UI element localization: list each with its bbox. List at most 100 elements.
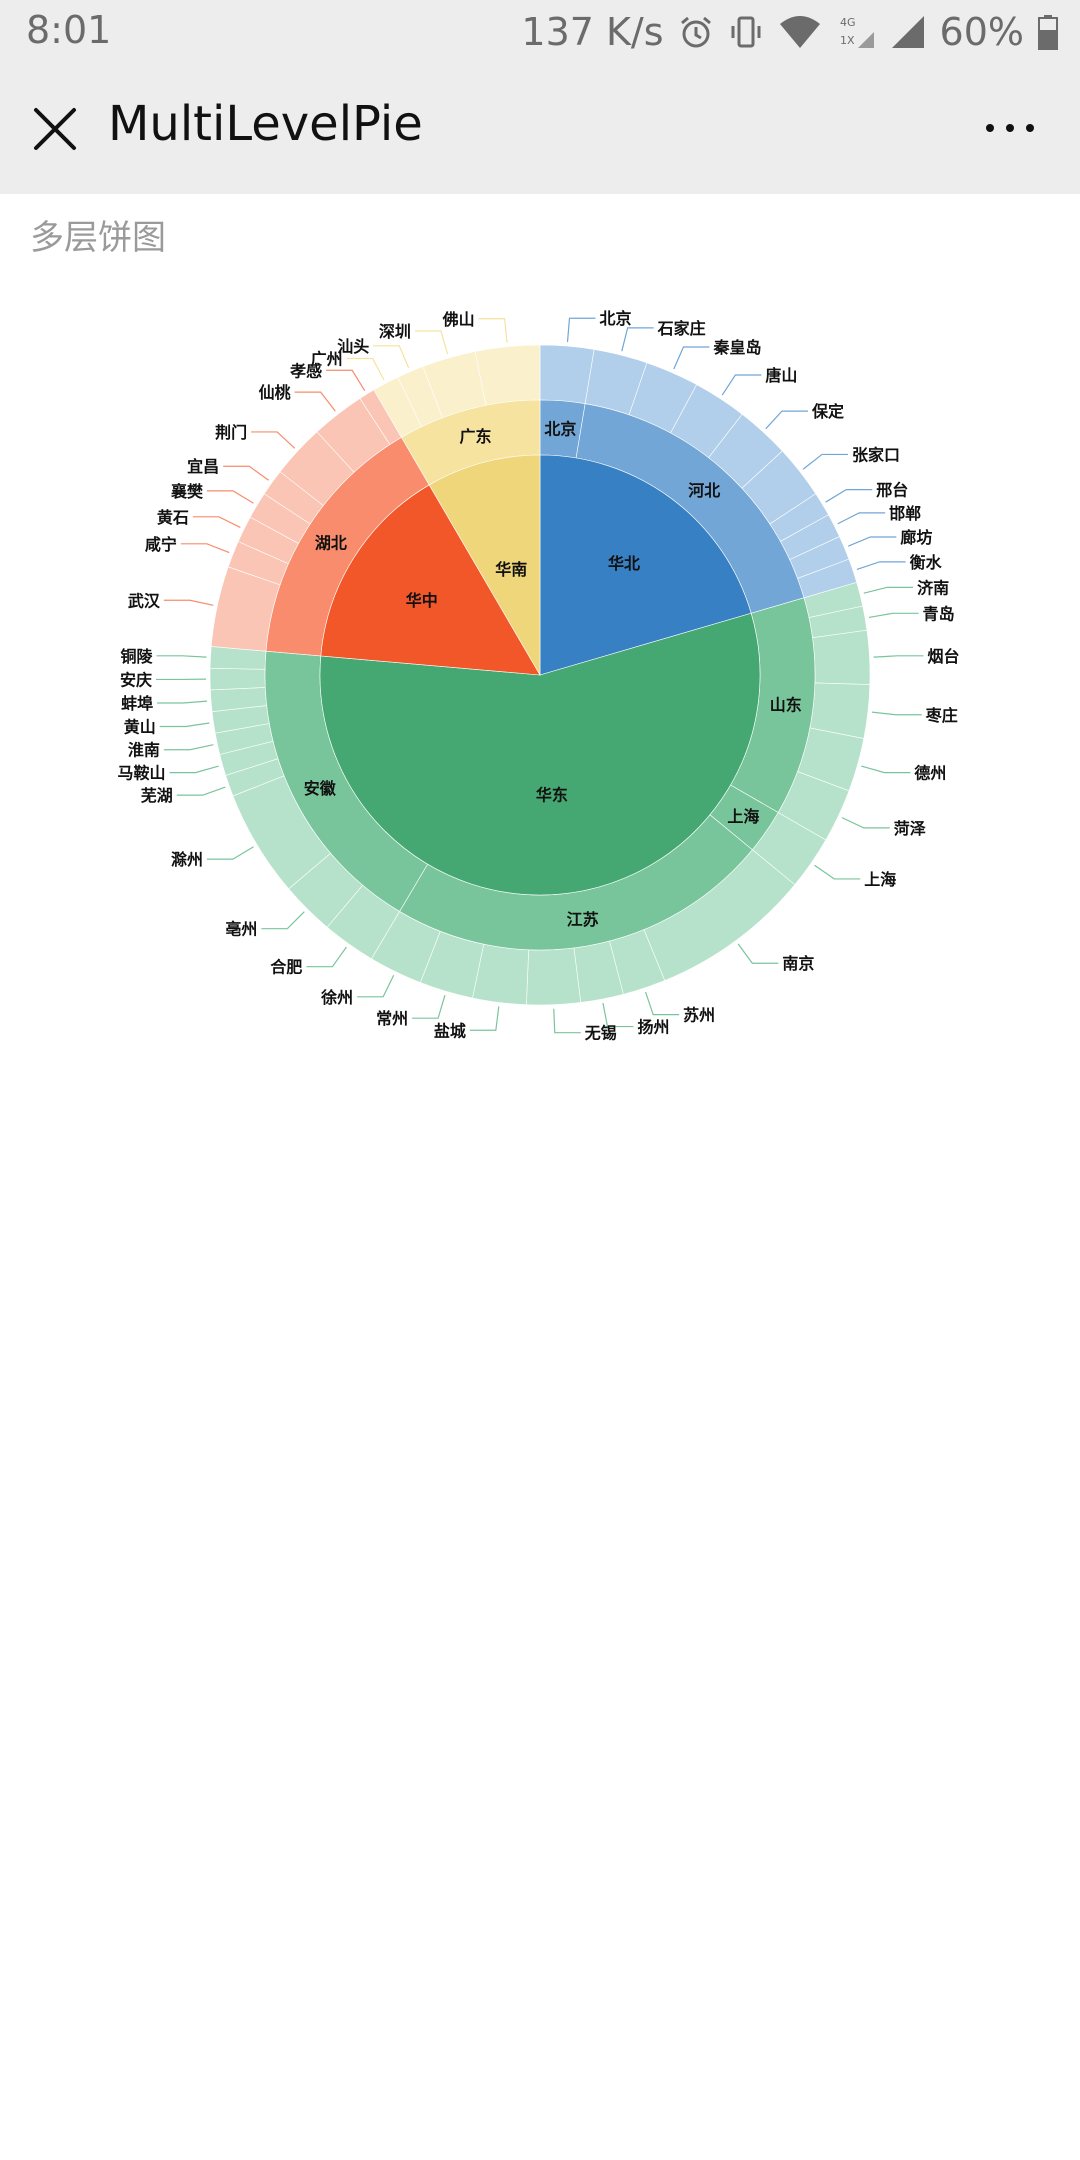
- leader-line: [156, 655, 207, 658]
- leader-line: [868, 612, 919, 619]
- city-label: 广州: [311, 350, 343, 369]
- city-label: 佛山: [442, 310, 475, 329]
- city-slice: [812, 629, 871, 685]
- leader-line: [873, 655, 924, 658]
- leader-line: [223, 465, 270, 481]
- leader-line: [251, 431, 296, 449]
- city-label: 济南: [917, 578, 949, 597]
- battery-icon: [1038, 15, 1058, 50]
- city-label: 张家口: [852, 445, 900, 464]
- page-title: MultiLevelPie: [108, 96, 423, 152]
- leader-line: [192, 516, 241, 528]
- region-label: 华北: [608, 554, 640, 573]
- status-bar: 8:01 137 K/s 4G 1X 60%: [0, 0, 1080, 64]
- city-label: 襄樊: [170, 482, 204, 501]
- city-label: 衡水: [910, 553, 943, 572]
- leader-line: [261, 911, 305, 930]
- city-slice: [209, 667, 266, 691]
- close-icon[interactable]: [30, 104, 80, 154]
- leader-line: [157, 700, 208, 704]
- region-slice: [539, 454, 752, 676]
- leader-line: [346, 357, 385, 381]
- multi-level-pie-chart: 北京北京石家庄秦皇岛唐山保定张家口邢台邯郸廊坊衡水河北华北济南青岛烟台枣庄德州菏…: [118, 309, 960, 1042]
- region-slice: [428, 454, 541, 677]
- leader-line: [802, 453, 848, 470]
- leader-line: [861, 765, 911, 774]
- region-label: 华中: [406, 591, 438, 610]
- more-icon[interactable]: [980, 106, 1040, 150]
- city-label: 石家庄: [657, 319, 706, 338]
- city-label: 邢台: [875, 481, 908, 500]
- city-label: 深圳: [379, 322, 411, 341]
- signal-icon: [891, 16, 924, 48]
- leader-line: [814, 864, 861, 880]
- leader-line: [478, 318, 508, 343]
- leader-line: [412, 995, 446, 1019]
- region-slice: [319, 612, 761, 896]
- city-label: 合肥: [270, 958, 302, 977]
- region-slice: [320, 484, 541, 676]
- province-label: 安徽: [304, 779, 337, 798]
- leader-line: [673, 346, 710, 370]
- city-slice: [539, 344, 595, 405]
- leader-line: [871, 711, 922, 716]
- city-label: 常州: [376, 1009, 408, 1028]
- city-label: 蚌埠: [121, 694, 153, 713]
- province-label: 北京: [544, 419, 576, 438]
- city-label: 孝感: [289, 361, 322, 380]
- svg-text:4G: 4G: [840, 16, 856, 29]
- leader-line: [553, 1008, 581, 1034]
- chart-subtitle: 多层饼图: [30, 218, 166, 258]
- city-label: 唐山: [765, 366, 797, 385]
- region-label: 华东: [536, 785, 568, 804]
- region-label: 华南: [495, 560, 527, 579]
- status-right: 137 K/s 4G 1X 60%: [521, 8, 1058, 56]
- leader-line: [621, 327, 654, 352]
- leader-line: [863, 586, 914, 594]
- city-label: 咸宁: [145, 535, 177, 554]
- city-label: 黄山: [124, 717, 156, 736]
- city-label: 徐州: [320, 988, 353, 1007]
- city-label: 德州: [914, 764, 946, 783]
- leader-line: [856, 561, 906, 571]
- status-time: 8:01: [26, 8, 112, 52]
- province-label: 江苏: [567, 910, 599, 929]
- leader-line: [163, 599, 214, 606]
- city-label: 滁州: [171, 850, 203, 869]
- leader-line: [469, 1006, 500, 1031]
- leader-line: [825, 489, 873, 503]
- leader-line: [721, 374, 762, 396]
- vibrate-icon: [731, 16, 761, 48]
- network-speed: 137 K/s: [521, 10, 664, 54]
- leader-line: [847, 536, 897, 547]
- app-bar: MultiLevelPie: [0, 64, 1080, 194]
- city-label: 铜陵: [120, 647, 153, 666]
- province-label: 山东: [770, 696, 802, 715]
- province-label: 上海: [727, 807, 759, 826]
- leader-line: [644, 991, 680, 1016]
- leader-line: [176, 786, 226, 796]
- province-label: 湖北: [315, 534, 347, 553]
- city-label: 盐城: [434, 1021, 466, 1040]
- wifi-icon: [779, 16, 820, 48]
- city-slice: [526, 947, 582, 1006]
- city-label: 亳州: [225, 920, 257, 939]
- city-label: 上海: [864, 870, 896, 889]
- leader-line: [206, 846, 254, 860]
- leader-line: [602, 1002, 634, 1028]
- leader-line: [737, 943, 779, 964]
- alarm-icon: [680, 16, 711, 48]
- city-label: 保定: [811, 402, 844, 421]
- leader-line: [414, 330, 449, 355]
- city-label: 马鞍山: [118, 764, 166, 783]
- city-label: 苏州: [683, 1006, 715, 1025]
- city-label: 黄石: [157, 508, 189, 527]
- city-label: 安庆: [120, 670, 152, 689]
- leader-line: [169, 765, 219, 774]
- leader-line: [373, 345, 410, 369]
- city-label: 北京: [599, 309, 631, 328]
- city-label: 淮南: [128, 741, 160, 760]
- city-label: 汕头: [337, 337, 369, 356]
- city-label: 芜湖: [141, 786, 173, 805]
- leader-line: [566, 317, 596, 343]
